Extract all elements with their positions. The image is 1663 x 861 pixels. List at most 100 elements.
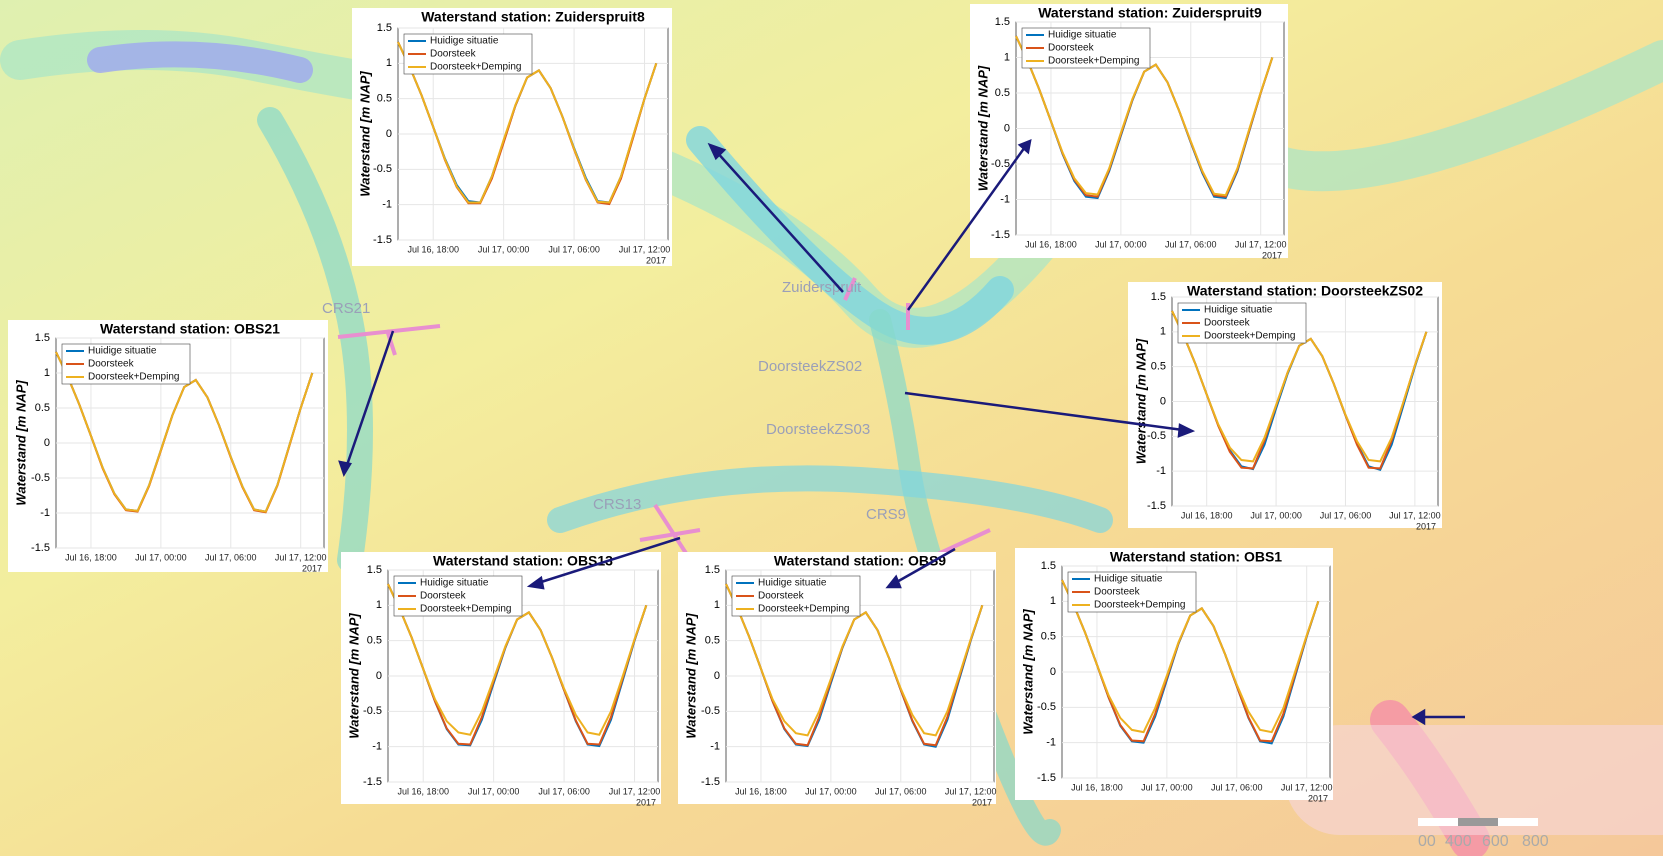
x-tick-label: Jul 17, 12:00	[1235, 239, 1287, 249]
y-tick-label: -0.5	[701, 705, 720, 717]
y-axis-label: Waterstand [m NAP]	[357, 71, 372, 197]
y-tick-label: -1.5	[373, 234, 392, 246]
x-tick-label: Jul 17, 00:00	[468, 786, 520, 796]
legend-label: Huidige situatie	[1094, 574, 1163, 585]
legend-label: Doorsteek	[1204, 318, 1251, 329]
legend-label: Huidige situatie	[430, 36, 499, 47]
y-tick-label: 1	[1050, 595, 1056, 607]
x-tick-label: Jul 16, 18:00	[1181, 510, 1233, 520]
x-tick-label: Jul 17, 00:00	[1141, 782, 1193, 792]
legend-label: Doorsteek	[1048, 43, 1095, 54]
legend-label: Doorsteek+Demping	[430, 62, 521, 73]
y-tick-label: -1	[710, 741, 720, 753]
legend-label: Doorsteek+Demping	[758, 604, 849, 615]
x-tick-label: Jul 17, 06:00	[1211, 782, 1263, 792]
y-axis-label: Waterstand [m NAP]	[13, 380, 28, 506]
chart-title: Waterstand station: Zuiderspruit9	[1038, 5, 1262, 21]
x-offset-label: 2017	[1262, 250, 1282, 260]
x-tick-label: Jul 16, 18:00	[1025, 239, 1077, 249]
legend-label: Doorsteek+Demping	[420, 604, 511, 615]
map-view: CRS21ZuiderspruitDoorsteekZS02DoorsteekZ…	[0, 0, 1663, 856]
y-tick-label: 1	[714, 599, 720, 611]
x-offset-label: 2017	[972, 797, 992, 807]
legend-label: Doorsteek	[88, 359, 135, 370]
y-tick-label: 1.5	[35, 332, 50, 344]
x-tick-label: Jul 17, 06:00	[875, 786, 927, 796]
x-tick-label: Jul 17, 12:00	[1389, 510, 1441, 520]
y-tick-label: -1	[1000, 193, 1010, 205]
y-tick-label: 0.5	[995, 87, 1010, 99]
chart-panel: -1.5-1-0.500.511.5Jul 16, 18:00Jul 17, 0…	[341, 552, 661, 807]
x-tick-label: Jul 17, 00:00	[135, 552, 187, 562]
scale-bar	[1418, 818, 1538, 826]
legend-label: Huidige situatie	[88, 346, 157, 357]
y-tick-label: -1	[40, 507, 50, 519]
x-offset-label: 2017	[1416, 521, 1436, 531]
y-tick-label: 1.5	[1041, 560, 1056, 572]
legend-label: Huidige situatie	[420, 578, 489, 589]
x-tick-label: Jul 17, 06:00	[1165, 239, 1217, 249]
y-tick-label: 0	[714, 670, 720, 682]
scale-label: 800	[1522, 833, 1549, 850]
chart-title: Waterstand station: Zuiderspruit8	[421, 9, 645, 25]
chart-title: Waterstand station: OBS1	[1110, 549, 1282, 565]
x-tick-label: Jul 17, 12:00	[619, 244, 671, 254]
x-tick-label: Jul 17, 12:00	[275, 552, 327, 562]
y-tick-label: -1	[1156, 465, 1166, 477]
y-tick-label: -0.5	[1147, 430, 1166, 442]
y-axis-label: Waterstand [m NAP]	[683, 613, 698, 739]
map-label: CRS21	[322, 300, 370, 317]
chart-title: Waterstand station: OBS21	[100, 321, 280, 337]
y-tick-label: 0	[386, 128, 392, 140]
map-label: DoorsteekZS02	[758, 358, 862, 375]
x-tick-label: Jul 17, 06:00	[538, 786, 590, 796]
legend-label: Huidige situatie	[758, 578, 827, 589]
x-offset-label: 2017	[636, 797, 656, 807]
y-tick-label: 1.5	[995, 16, 1010, 28]
legend-label: Doorsteek+Demping	[88, 372, 179, 383]
x-tick-label: Jul 17, 00:00	[478, 244, 530, 254]
y-tick-label: -1.5	[991, 229, 1010, 241]
y-tick-label: 1.5	[367, 564, 382, 576]
chart-title: Waterstand station: OBS9	[774, 553, 946, 569]
x-tick-label: Jul 17, 06:00	[548, 244, 600, 254]
y-tick-label: -1	[372, 741, 382, 753]
legend-label: Doorsteek+Demping	[1094, 600, 1185, 611]
y-axis-label: Waterstand [m NAP]	[1133, 338, 1148, 464]
y-tick-label: -0.5	[363, 705, 382, 717]
x-tick-label: Jul 16, 18:00	[1071, 782, 1123, 792]
y-tick-label: 0	[44, 437, 50, 449]
x-tick-label: Jul 17, 06:00	[1320, 510, 1372, 520]
y-axis-label: Waterstand [m NAP]	[1020, 609, 1035, 735]
chart-title: Waterstand station: DoorsteekZS02	[1187, 283, 1423, 299]
y-tick-label: -0.5	[991, 158, 1010, 170]
x-tick-label: Jul 16, 18:00	[65, 552, 117, 562]
y-tick-label: 0.5	[35, 402, 50, 414]
legend-label: Doorsteek	[430, 49, 477, 60]
y-tick-label: 0	[1160, 395, 1166, 407]
y-tick-label: -1.5	[1147, 500, 1166, 512]
y-tick-label: 0.5	[377, 93, 392, 105]
legend-label: Doorsteek	[420, 591, 467, 602]
chart-panel: -1.5-1-0.500.511.5Jul 16, 18:00Jul 17, 0…	[352, 8, 672, 266]
y-tick-label: 0.5	[1151, 361, 1166, 373]
legend-label: Doorsteek+Demping	[1048, 56, 1139, 67]
y-tick-label: 1	[386, 57, 392, 69]
y-tick-label: -0.5	[31, 472, 50, 484]
y-tick-label: 1.5	[705, 564, 720, 576]
x-tick-label: Jul 16, 18:00	[397, 786, 449, 796]
x-tick-label: Jul 16, 18:00	[735, 786, 787, 796]
y-tick-label: -1.5	[31, 542, 50, 554]
y-tick-label: 0.5	[705, 635, 720, 647]
scale-label: 400	[1445, 833, 1472, 850]
x-tick-label: Jul 17, 00:00	[805, 786, 857, 796]
y-tick-label: -0.5	[1037, 701, 1056, 713]
legend-label: Doorsteek+Demping	[1204, 331, 1295, 342]
x-tick-label: Jul 16, 18:00	[407, 244, 459, 254]
y-axis-label: Waterstand [m NAP]	[975, 65, 990, 191]
